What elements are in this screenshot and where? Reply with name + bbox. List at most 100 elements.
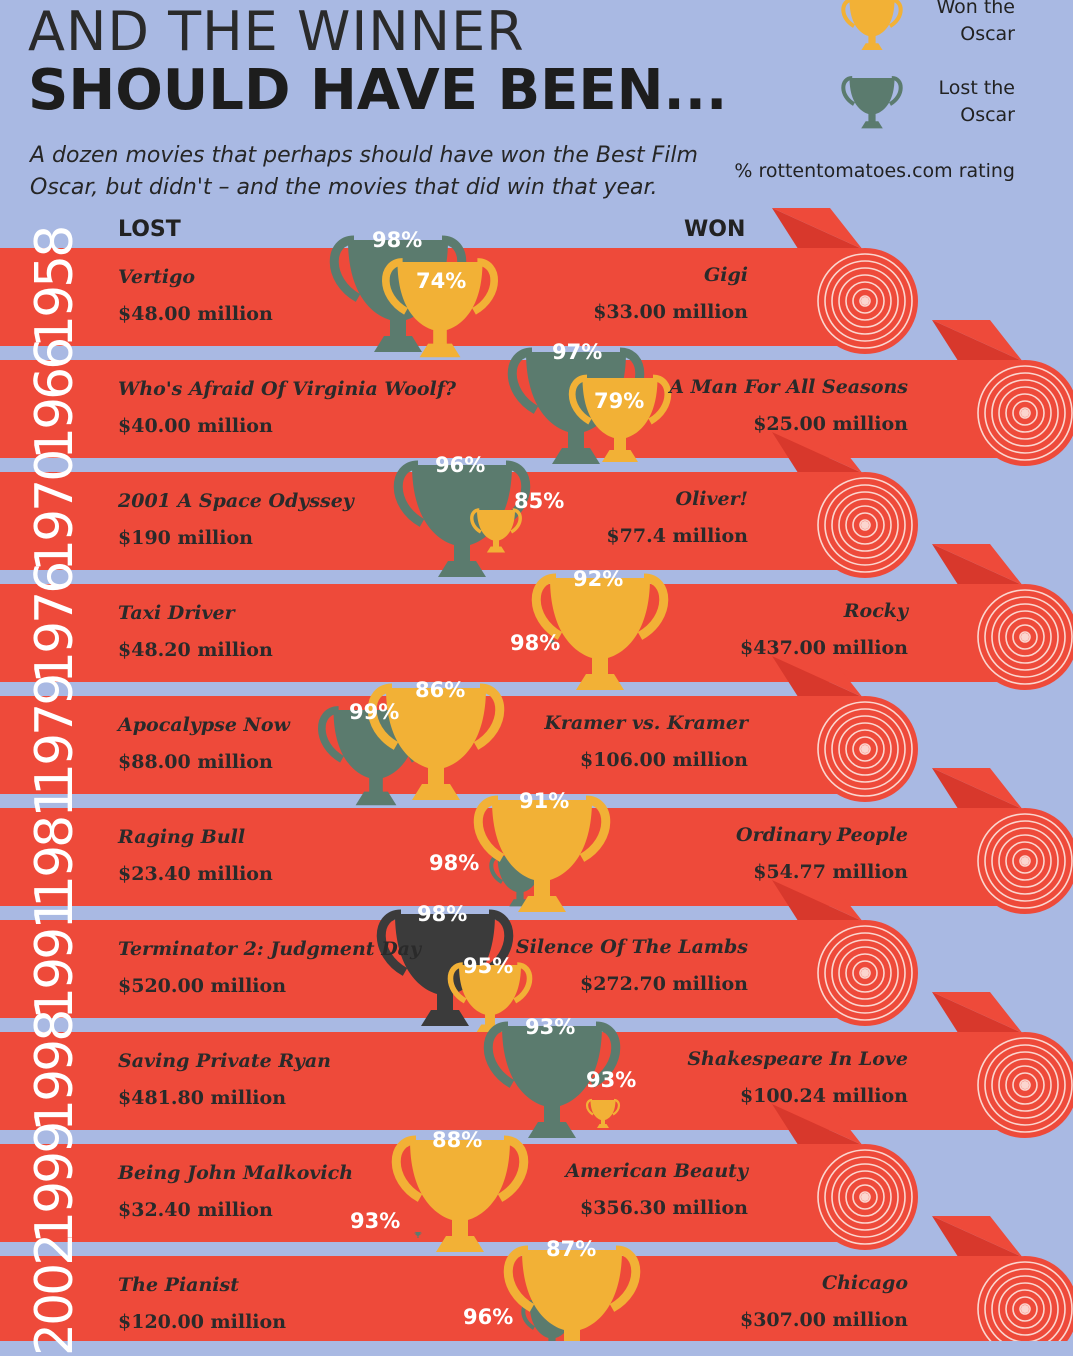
legend-won-trophy-icon [841, 0, 903, 50]
legend-won-label: Won the Oscar [936, 0, 1015, 48]
won-trophy-icon [503, 1245, 641, 1341]
lost-movie-title: Who's Afraid Of Virginia Woolf? [118, 378, 457, 400]
title-line-2: SHOULD HAVE BEEN... [28, 58, 728, 123]
lost-movie-title: Raging Bull [118, 826, 246, 848]
lost-movie-gross: $88.00 million [118, 751, 273, 773]
won-movie-title: Ordinary People [736, 824, 908, 846]
won-movie-gross: $25.00 million [753, 413, 908, 435]
legend-won-line1: Won the [936, 0, 1015, 18]
legend-lost-trophy-icon [841, 75, 903, 129]
won-movie-title: Gigi [704, 264, 748, 286]
won-trophy-icon [531, 573, 669, 690]
won-rating: 85% [514, 489, 565, 513]
won-movie-title: A Man For All Seasons [669, 376, 908, 398]
won-trophy-icon [382, 258, 498, 358]
lost-trophy-icon [414, 1231, 422, 1238]
lost-rating: 99% [349, 700, 400, 724]
won-rating: 93% [586, 1068, 637, 1092]
lost-movie-gross: $190 million [118, 527, 253, 549]
lost-movie-gross: $520.00 million [118, 975, 287, 997]
lost-movie-gross: $23.40 million [118, 863, 273, 885]
won-column-header: WON [684, 217, 746, 242]
won-movie-gross: $77.4 million [606, 525, 748, 547]
won-trophy-icon [473, 795, 611, 912]
lost-movie-title: Vertigo [118, 266, 196, 288]
won-rating: 92% [573, 567, 624, 591]
won-movie-gross: $54.77 million [753, 861, 908, 883]
lost-trophy-icon [483, 1021, 621, 1138]
carpet-1981 [0, 768, 1073, 914]
lost-movie-gross: $32.40 million [118, 1199, 273, 1221]
carpet-2002 [0, 1216, 1073, 1341]
won-movie-title: Rocky [843, 600, 908, 622]
won-rating: 95% [463, 954, 514, 978]
lost-movie-gross: $120.00 million [118, 1311, 287, 1333]
year-label: 1999 [25, 1123, 85, 1244]
won-movie-title: American Beauty [565, 1160, 748, 1182]
lost-movie-title: Apocalypse Now [118, 714, 290, 736]
lost-column-header: LOST [118, 217, 181, 242]
won-rating: 91% [519, 789, 570, 813]
won-trophy-icon [391, 1135, 529, 1252]
lost-movie-title: Taxi Driver [118, 602, 235, 624]
carpet-1976 [0, 544, 1073, 690]
year-label: 1970 [25, 451, 85, 572]
lost-rating: 98% [372, 228, 423, 252]
won-rating: 74% [416, 269, 467, 293]
won-movie-gross: $33.00 million [593, 301, 748, 323]
carpet-roll [972, 1256, 1073, 1341]
won-movie-title: Shakespeare In Love [687, 1048, 908, 1070]
lost-movie-title: The Pianist [118, 1274, 239, 1296]
legend-won-line2: Oscar [960, 23, 1015, 45]
year-label: 1998 [25, 1011, 85, 1132]
lost-trophy-icon [549, 639, 555, 645]
won-movie-title: Chicago [822, 1272, 908, 1294]
lost-rating: 98% [417, 902, 468, 926]
lost-rating: 97% [552, 340, 603, 364]
lost-movie-gross: $481.80 million [118, 1087, 287, 1109]
lost-rating: 96% [463, 1305, 514, 1329]
lost-movie-title: Saving Private Ryan [118, 1050, 331, 1072]
won-trophy-icon [585, 1098, 621, 1128]
title-line-1: AND THE WINNER [28, 0, 525, 63]
won-movie-gross: $272.70 million [579, 973, 748, 995]
won-movie-title: Kramer vs. Kramer [544, 712, 748, 734]
year-label: 1981 [25, 787, 85, 908]
won-rating: 79% [594, 389, 645, 413]
won-movie-title: Silence Of The Lambs [515, 936, 748, 958]
lost-movie-gross: $40.00 million [118, 415, 273, 437]
legend-lost-label: Lost the Oscar [939, 75, 1015, 129]
won-rating: 86% [415, 678, 466, 702]
won-trophy-icon [367, 683, 505, 800]
rating-note: % rottentomatoes.com rating [734, 160, 1015, 182]
lost-movie-title: 2001 A Space Odyssey [118, 490, 354, 512]
lost-trophy-icon [376, 909, 514, 1026]
subtitle: A dozen movies that perhaps should have … [30, 143, 698, 200]
legend-lost-line2: Oscar [960, 104, 1015, 126]
won-movie-gross: $100.24 million [739, 1085, 908, 1107]
legend-lost-trophy [841, 75, 903, 129]
lost-rating: 93% [350, 1209, 401, 1233]
won-trophy-icon [568, 374, 672, 462]
year-label: 1991 [25, 899, 85, 1020]
year-label: 1958 [25, 227, 85, 348]
year-label: 1966 [25, 339, 85, 460]
lost-movie-title: Being John Malkovich [118, 1162, 354, 1184]
won-movie-gross: $437.00 million [739, 637, 908, 659]
won-rating: 87% [546, 1237, 597, 1261]
lost-movie-gross: $48.00 million [118, 303, 273, 325]
won-movie-gross: $307.00 million [739, 1309, 908, 1331]
year-label: 1976 [25, 563, 85, 684]
legend-lost-line1: Lost the [938, 77, 1015, 99]
lost-rating: 98% [429, 851, 480, 875]
lost-rating: 93% [525, 1015, 576, 1039]
won-movie-gross: $106.00 million [579, 749, 748, 771]
won-rating: 88% [432, 1128, 483, 1152]
year-label: 1979 [25, 675, 85, 796]
won-movie-gross: $356.30 million [579, 1197, 748, 1219]
won-trophy-icon [470, 508, 522, 553]
lost-rating: 98% [510, 631, 561, 655]
lost-movie-gross: $48.20 million [118, 639, 273, 661]
